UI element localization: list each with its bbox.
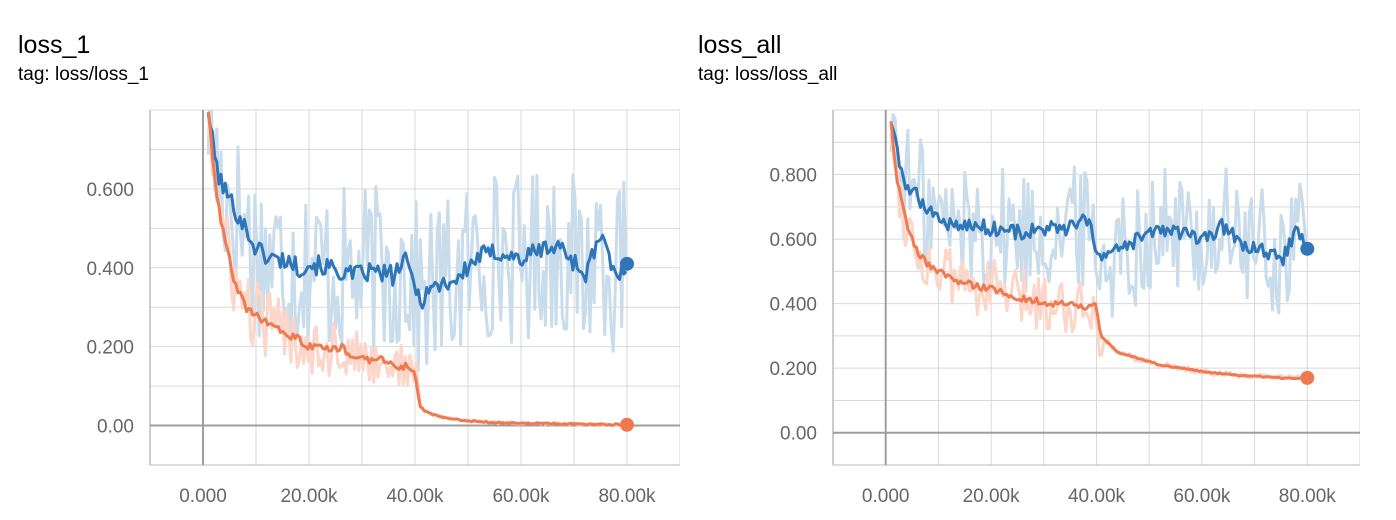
chart-tag: tag: loss/loss_all (698, 64, 838, 85)
x-tick-label: 80.00k (598, 486, 656, 507)
x-tick-label: 40.00k (386, 486, 444, 507)
loss-1-card: loss_1 tag: loss/loss_1 0.00 0.200 0.400 0.… (0, 0, 680, 520)
loss-all-card: loss_all tag: loss/loss_all 0.00 0.200 0.4… (680, 0, 1360, 520)
x-tick-label: 0.000 (179, 486, 227, 507)
x-tick-label: 60.00k (1173, 486, 1231, 507)
loss-all-chart: 0.00 0.200 0.400 0.600 0.800 0.000 20.00k 40.00… (769, 109, 1360, 507)
y-tick-label: 0.00 (97, 417, 134, 438)
blue-series-line (206, 114, 628, 310)
series-group (206, 110, 628, 427)
x-tick-label: 40.00k (1068, 486, 1126, 507)
x-tick-label: 0.000 (862, 486, 910, 507)
y-tick-label: 0.400 (769, 295, 817, 316)
y-tick-label: 0.400 (86, 259, 134, 280)
orange-series-endpoint (620, 417, 634, 432)
series-group (889, 112, 1308, 381)
y-tick-label: 0.800 (769, 166, 817, 187)
x-tick-label: 80.00k (1279, 486, 1337, 507)
blue-series-line (889, 122, 1308, 267)
y-tick-label: 0.200 (86, 338, 134, 359)
y-tick-label: 0.200 (769, 359, 817, 380)
chart-title: loss_1 (18, 31, 91, 59)
blue-series-endpoint (1300, 241, 1315, 256)
orange-series-line (206, 111, 627, 427)
chart-title: loss_all (698, 31, 782, 59)
y-tick-label: 0.600 (86, 180, 134, 201)
x-tick-label: 60.00k (492, 486, 550, 507)
orange-series-line (889, 120, 1307, 380)
x-tick-label: 20.00k (280, 486, 338, 507)
y-tick-label: 0.600 (769, 230, 817, 251)
raw-series-line (206, 110, 628, 373)
orange-series-endpoint (1300, 370, 1315, 385)
chart-tag: tag: loss/loss_1 (18, 64, 149, 85)
blue-series-endpoint (620, 256, 634, 271)
loss-1-chart: 0.00 0.200 0.400 0.600 0.000 20.00k 40.00k 60.0… (86, 109, 680, 507)
y-tick-label: 0.00 (780, 424, 817, 445)
x-tick-label: 20.00k (963, 486, 1021, 507)
